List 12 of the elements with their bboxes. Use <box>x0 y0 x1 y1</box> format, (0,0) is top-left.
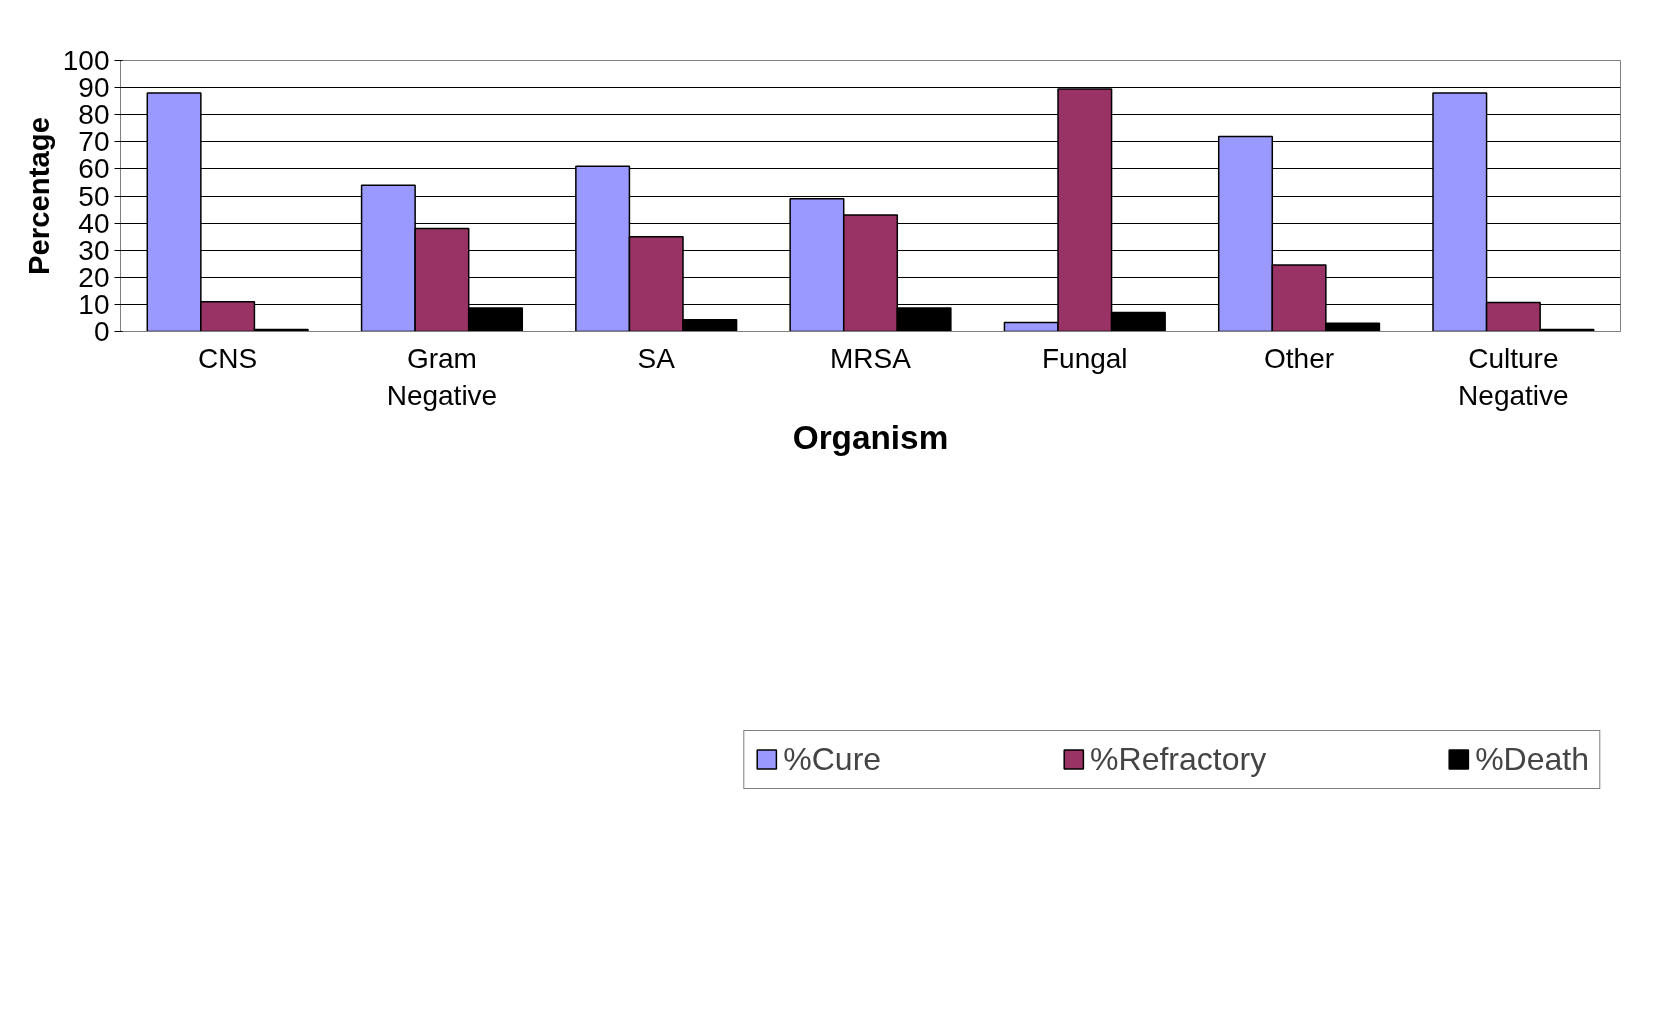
x-tick-label: CNS <box>198 342 258 374</box>
x-tick-label: Culture Negative <box>1458 342 1569 411</box>
legend-label: %Cure <box>783 740 882 778</box>
x-tick-label: Fungal <box>1041 342 1128 374</box>
legend-label: %Refractory <box>1090 740 1267 778</box>
y-axis-title: Percentage <box>21 116 55 276</box>
x-tick-label: SA <box>637 342 676 374</box>
x-tick-label: Other <box>1264 342 1335 374</box>
legend-label: %Death <box>1475 740 1589 778</box>
x-axis-title: Organism <box>792 418 949 456</box>
x-tick-label: MRSA <box>830 342 912 374</box>
x-tick-label: Gram Negative <box>386 342 498 411</box>
